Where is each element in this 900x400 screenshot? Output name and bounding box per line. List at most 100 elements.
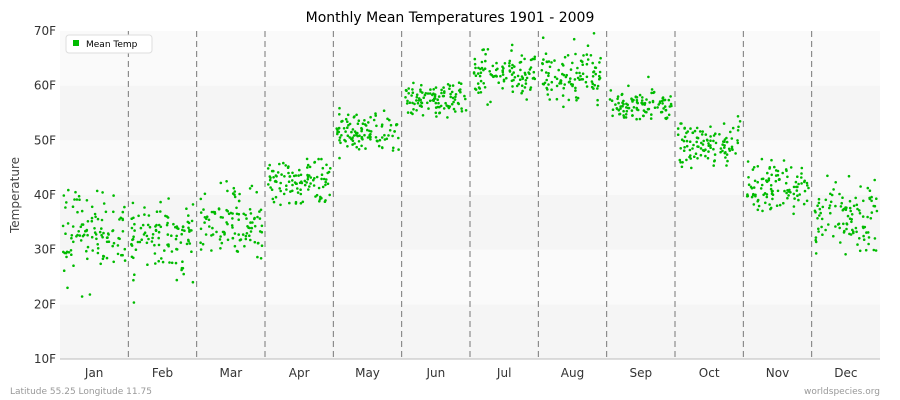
data-point xyxy=(276,171,280,174)
data-point xyxy=(774,169,778,172)
data-point xyxy=(368,129,371,133)
data-point xyxy=(709,135,712,138)
data-point xyxy=(693,129,697,133)
data-point xyxy=(303,183,307,187)
data-point xyxy=(181,266,185,270)
data-point xyxy=(555,84,559,88)
data-point xyxy=(95,189,99,193)
data-point xyxy=(78,198,81,201)
data-point xyxy=(598,76,602,80)
data-point xyxy=(517,82,520,86)
data-point xyxy=(154,229,158,232)
data-point xyxy=(523,71,527,75)
data-point xyxy=(76,233,79,237)
data-point xyxy=(771,197,774,201)
data-point xyxy=(473,62,477,66)
data-point xyxy=(237,199,241,203)
data-point xyxy=(137,214,140,218)
data-point xyxy=(617,101,620,105)
data-point xyxy=(404,96,407,99)
data-point xyxy=(338,113,341,116)
data-point xyxy=(369,135,372,139)
data-point xyxy=(477,66,480,70)
data-point xyxy=(663,105,667,108)
data-point xyxy=(443,91,446,95)
data-point xyxy=(842,207,846,211)
data-point xyxy=(427,107,430,110)
data-point xyxy=(796,194,799,197)
data-point xyxy=(508,59,512,63)
data-point xyxy=(188,230,191,233)
data-point xyxy=(576,66,579,70)
data-point xyxy=(357,119,361,122)
data-point xyxy=(596,103,599,107)
data-point xyxy=(725,140,729,144)
data-point xyxy=(260,244,264,247)
data-point xyxy=(294,200,298,204)
data-point xyxy=(182,272,185,276)
data-point xyxy=(621,105,624,108)
data-point xyxy=(640,101,643,105)
data-point xyxy=(157,259,160,263)
data-point xyxy=(432,88,436,91)
data-point xyxy=(501,69,505,72)
data-point xyxy=(360,136,364,140)
data-point xyxy=(208,225,211,228)
data-point xyxy=(325,178,328,181)
data-point xyxy=(291,171,294,175)
data-point xyxy=(777,178,781,181)
data-point xyxy=(248,187,252,190)
data-point xyxy=(635,117,638,121)
data-point xyxy=(557,68,560,72)
data-point xyxy=(670,104,673,108)
data-point xyxy=(454,110,457,113)
data-point xyxy=(827,223,830,226)
data-point xyxy=(444,101,447,105)
data-point xyxy=(611,108,615,111)
data-point xyxy=(746,194,750,198)
data-point xyxy=(420,101,424,105)
data-point xyxy=(218,238,222,241)
x-tick-label: Mar xyxy=(220,366,243,380)
data-point xyxy=(519,68,522,72)
data-point xyxy=(532,70,536,74)
data-point xyxy=(174,237,178,241)
data-point xyxy=(180,268,183,272)
data-point xyxy=(842,222,845,226)
data-point xyxy=(175,247,178,251)
y-tick-label: 70F xyxy=(34,24,56,38)
data-point xyxy=(391,134,394,138)
data-point xyxy=(305,157,309,161)
data-point xyxy=(123,205,126,209)
data-point xyxy=(562,64,565,67)
data-point xyxy=(641,96,644,99)
data-point xyxy=(619,107,622,110)
data-point xyxy=(725,164,728,167)
y-tick-label: 40F xyxy=(34,188,56,202)
data-point xyxy=(166,221,169,225)
data-point xyxy=(695,136,699,139)
data-point xyxy=(503,62,507,65)
data-point xyxy=(479,79,483,83)
data-point xyxy=(559,79,563,83)
data-point xyxy=(862,238,866,241)
data-point xyxy=(107,240,111,243)
data-point xyxy=(100,227,103,230)
data-point xyxy=(387,134,390,137)
data-point xyxy=(759,187,763,190)
data-point xyxy=(473,87,477,91)
data-point xyxy=(712,147,715,151)
data-point xyxy=(180,232,183,236)
data-point xyxy=(351,128,355,131)
data-point xyxy=(363,123,367,126)
data-point xyxy=(422,96,426,99)
data-point xyxy=(764,201,767,205)
data-point xyxy=(800,172,803,175)
data-point xyxy=(828,206,831,210)
data-point xyxy=(326,182,330,186)
data-point xyxy=(834,225,837,228)
data-point xyxy=(432,92,435,95)
data-point xyxy=(479,71,483,74)
data-point xyxy=(322,177,326,181)
data-point xyxy=(419,98,423,102)
